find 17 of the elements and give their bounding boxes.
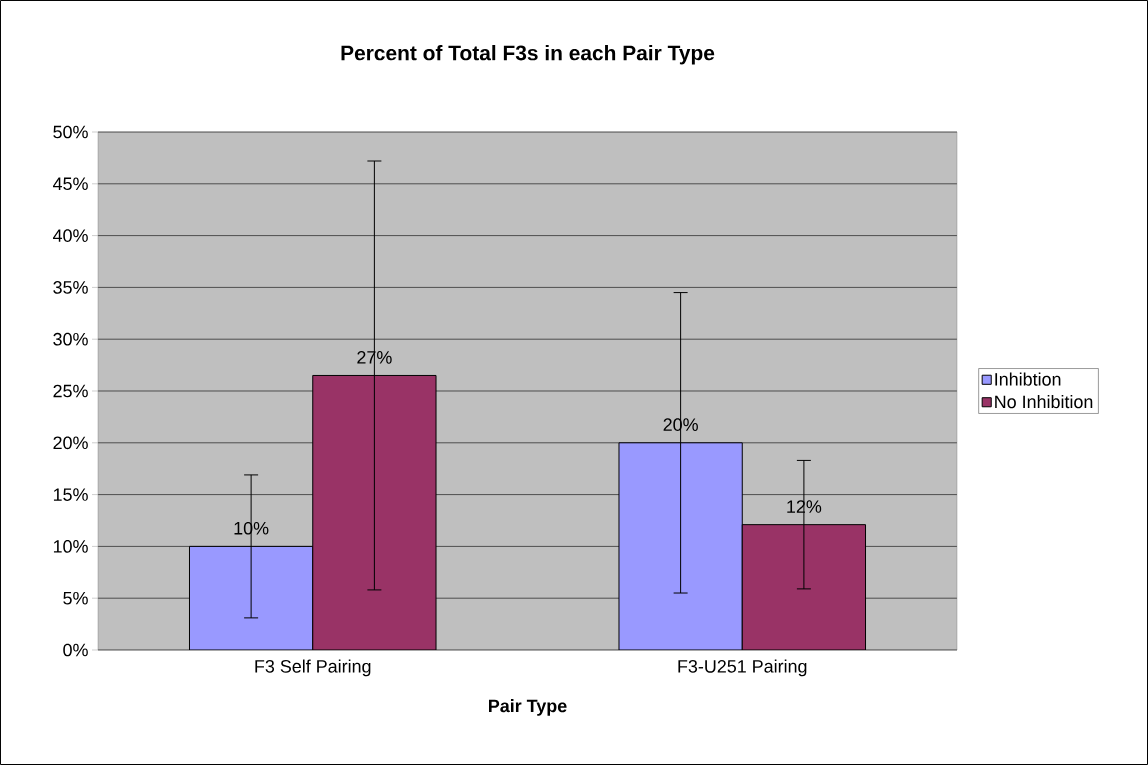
x-tick-label: F3-U251 Pairing — [678, 659, 807, 677]
y-tick-label: 15% — [53, 488, 88, 501]
chart-title: Percent of Total F3s in each Pair Type — [341, 45, 715, 65]
y-tick-label: 0% — [63, 643, 88, 657]
y-tick-label: 20% — [53, 436, 88, 450]
y-tick-label: 35% — [53, 281, 88, 294]
y-tick-label: 30% — [53, 332, 88, 346]
x-axis-title: Pair Type — [489, 699, 567, 716]
y-tick-label: 5% — [63, 591, 88, 605]
legend-label: Inhibtion — [995, 372, 1061, 386]
y-tick-label: 45% — [52, 177, 88, 191]
y-tick-label: 50% — [53, 125, 88, 139]
x-tick-label: F3 Self Pairing — [255, 659, 371, 677]
legend-label: No Inhibition — [995, 394, 1093, 409]
y-tick-label: 10% — [53, 540, 88, 553]
y-tick-label: 25% — [53, 384, 88, 398]
y-tick-label: 40% — [52, 229, 88, 242]
